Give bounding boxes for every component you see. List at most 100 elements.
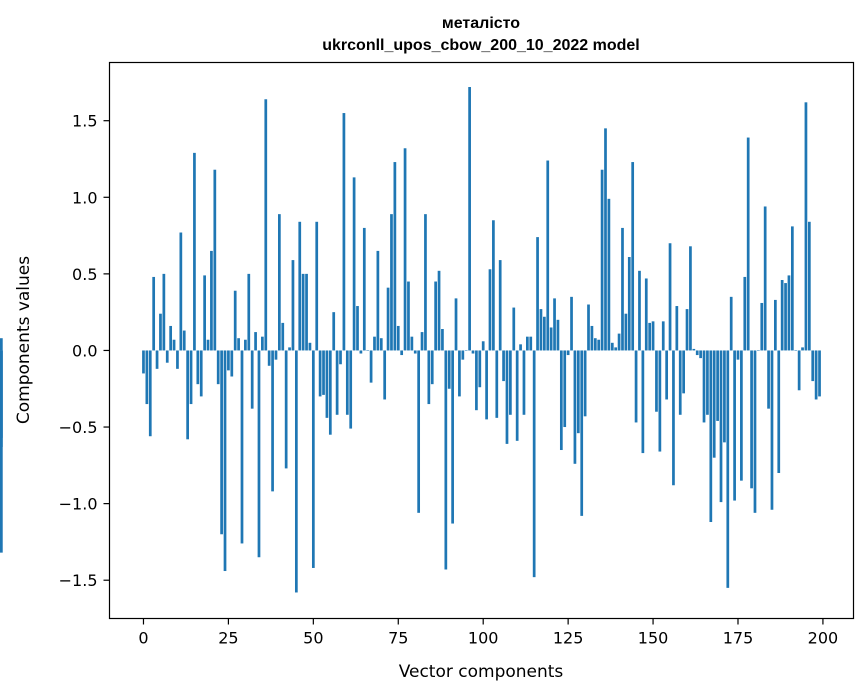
bar-175	[736, 350, 740, 360]
bar-91	[451, 350, 454, 524]
bar-117	[539, 309, 543, 351]
bar-undefined	[0, 338, 3, 351]
bar-58	[339, 350, 342, 365]
bar-4	[155, 350, 159, 369]
bar-153	[661, 321, 665, 351]
bar-178	[746, 137, 750, 351]
bar-94	[461, 350, 465, 360]
bar-148	[644, 278, 648, 351]
bar-196	[807, 221, 811, 351]
bar-39	[274, 350, 278, 360]
bar-32	[250, 350, 254, 409]
bar-190	[787, 275, 791, 351]
bar-87	[437, 270, 441, 351]
bar-undefined	[0, 350, 3, 553]
bar-121	[553, 298, 556, 351]
bar-194	[801, 347, 804, 351]
bar-80	[413, 350, 417, 354]
bar-73	[390, 214, 393, 351]
bar-107	[505, 350, 509, 444]
bar-156	[672, 350, 675, 486]
bar-139	[614, 347, 618, 351]
bar-59	[342, 113, 346, 351]
bar-undefined	[0, 350, 3, 438]
chart-title: металісто	[442, 15, 520, 32]
bar-141	[621, 227, 624, 351]
bar-78	[407, 281, 410, 351]
bar-142	[624, 313, 628, 351]
y-tick-label: −1.5	[59, 571, 98, 590]
bar-57	[335, 350, 339, 415]
bar-25	[227, 350, 230, 371]
bar-26	[230, 350, 234, 377]
bar-100	[481, 341, 485, 351]
bar-69	[376, 250, 380, 351]
bar-9	[172, 339, 176, 351]
bar-114	[529, 336, 533, 351]
bar-159	[682, 350, 685, 394]
bar-21	[213, 169, 217, 351]
bar-28	[237, 338, 240, 351]
bar-76	[400, 350, 404, 356]
bar-138	[610, 342, 614, 351]
bar-37	[267, 350, 271, 366]
y-tick-label: −0.5	[59, 418, 98, 437]
bar-93	[458, 350, 461, 397]
bar-72	[386, 287, 390, 351]
bar-1	[145, 350, 149, 405]
bar-24	[223, 350, 227, 572]
bar-157	[675, 306, 679, 351]
x-tick-label: 175	[723, 629, 754, 648]
bar-51	[315, 221, 319, 351]
bar-131	[587, 304, 590, 351]
bars-group	[0, 87, 821, 593]
bar-18	[203, 275, 206, 351]
bar-162	[692, 348, 696, 351]
bar-136	[604, 128, 607, 351]
bar-46	[298, 221, 302, 351]
bar-67	[369, 350, 373, 383]
bar-99	[478, 350, 482, 388]
y-tick-label: 0.0	[72, 341, 97, 360]
bar-128	[576, 350, 580, 434]
bar-122	[556, 319, 560, 351]
y-tick-label: 1.0	[72, 188, 97, 207]
bar-160	[685, 309, 689, 351]
bar-34	[257, 350, 261, 558]
bar-97	[471, 350, 475, 354]
bar-187	[777, 350, 781, 473]
bar-195	[804, 102, 808, 351]
bar-143	[627, 257, 631, 351]
bar-172	[726, 350, 730, 588]
bar-124	[563, 350, 567, 428]
bar-96	[468, 87, 471, 351]
bar-101	[485, 350, 488, 420]
bar-108	[509, 350, 512, 415]
bar-47	[301, 273, 305, 351]
bar-185	[770, 350, 774, 510]
bar-179	[750, 350, 753, 489]
bar-166	[706, 350, 709, 415]
bar-127	[573, 350, 577, 464]
bar-62	[352, 177, 356, 351]
bar-63	[356, 306, 359, 351]
bar-43	[288, 347, 291, 351]
bar-170	[719, 350, 723, 503]
bar-98	[475, 350, 478, 411]
bar-85	[430, 350, 434, 385]
chart-subtitle: ukrconll_upos_cbow_200_10_2022 model	[322, 37, 639, 54]
bar-145	[634, 350, 638, 423]
bar-29	[240, 350, 244, 544]
bar-191	[790, 226, 794, 351]
bar-79	[410, 336, 414, 351]
bar-184	[767, 350, 770, 409]
x-tick-label: 125	[553, 629, 584, 648]
bar-83	[424, 214, 427, 351]
bar-111	[519, 344, 522, 351]
bar-169	[716, 350, 719, 421]
bar-88	[441, 329, 444, 351]
bar-110	[515, 350, 519, 441]
bar-164	[699, 350, 702, 359]
bar-70	[379, 338, 383, 351]
bar-12	[182, 330, 186, 351]
